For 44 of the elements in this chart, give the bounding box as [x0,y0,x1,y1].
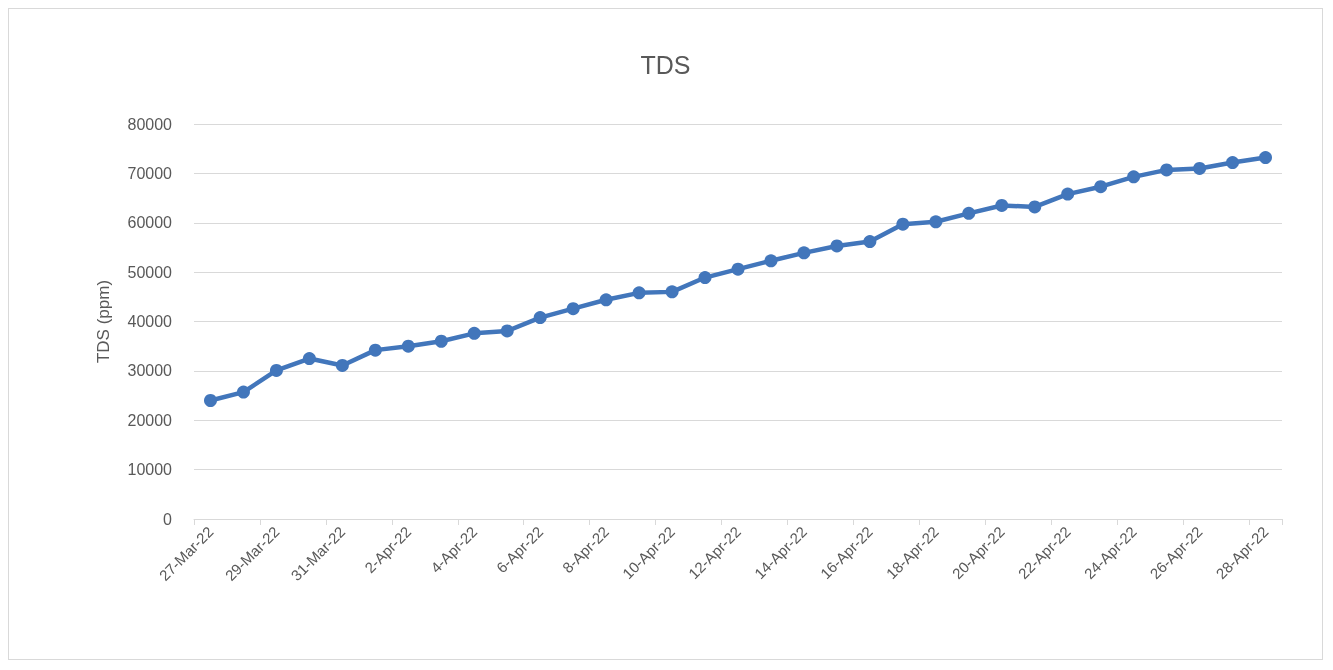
point [929,215,943,229]
y-tick-label: 60000 [127,214,173,232]
point [698,271,712,285]
point [1061,187,1075,201]
y-tick-label: 20000 [127,411,173,429]
point [1028,200,1042,214]
y-tick-label: 50000 [127,263,173,281]
y-tick-label: 30000 [127,362,173,380]
y-tick-label: 10000 [127,461,173,479]
point [401,339,415,353]
point [533,311,547,325]
point [269,363,283,377]
point [962,206,976,220]
point [1259,151,1273,165]
point [434,334,448,348]
point [500,324,514,338]
point [896,217,910,231]
point [863,235,877,249]
y-tick-label: 40000 [127,313,173,330]
point [665,285,679,299]
point [995,198,1009,212]
point [368,343,382,357]
y-tick-label: 70000 [127,164,173,182]
y-tick-label: 80000 [127,115,173,133]
point [797,246,811,260]
chart-title: TDS [640,50,691,79]
point [1094,180,1108,194]
point [204,394,217,407]
point [1160,163,1174,177]
point [731,262,745,276]
point [830,239,844,253]
point [599,293,613,307]
point [1127,170,1141,184]
point [302,352,316,366]
y-tick-label: 0 [163,510,173,528]
point [236,385,250,399]
point [467,326,481,340]
point [1226,156,1240,170]
point [1193,161,1207,175]
point [335,358,349,372]
point [566,302,580,316]
point [764,254,778,268]
y-axis-title: TDS (ppm) [94,279,113,364]
point [632,286,646,300]
